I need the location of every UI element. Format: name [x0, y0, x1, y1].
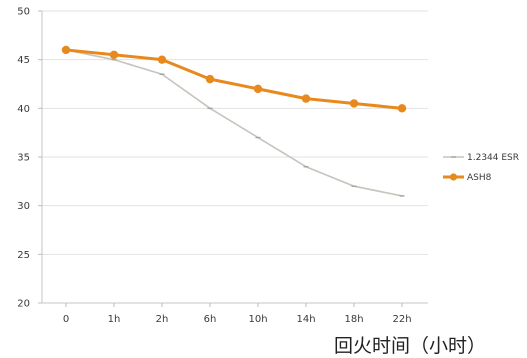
y-tick-label: 45 [17, 55, 30, 66]
x-tick-label: 2h [156, 314, 169, 325]
legend-label: ASH8 [467, 173, 492, 183]
data-point [397, 104, 407, 113]
legend-label: 1.2344 ESR [467, 153, 519, 163]
gridlines [42, 10, 428, 304]
data-point [349, 99, 359, 108]
series-line [65, 49, 403, 197]
legend-item: 1.2344 ESR [443, 153, 519, 163]
series-lines [61, 45, 407, 197]
data-point [253, 84, 263, 94]
legend: 1.2344 ESR ASH8 [443, 153, 519, 183]
axes [38, 10, 428, 307]
legend-marker [449, 173, 458, 181]
x-tick-label: 10h [248, 314, 267, 325]
data-point [109, 50, 119, 59]
y-tick-label: 35 [17, 153, 30, 164]
x-tick-label: 22h [392, 314, 411, 325]
data-point [301, 94, 311, 103]
data-point [205, 74, 215, 84]
y-tick-label: 40 [17, 104, 30, 115]
x-tick-label: 6h [204, 314, 217, 325]
x-tick-label: 1h [108, 314, 121, 325]
tick-labels: 20 25 30 35 40 45 50 0 1h 2h 6h 10h 14h 18h 22h [17, 7, 411, 326]
y-tick-label: 25 [17, 250, 30, 261]
y-tick-label: 20 [17, 299, 30, 310]
series-line [64, 48, 404, 110]
x-axis-title: 回火时间（小时） [334, 335, 486, 357]
x-tick-label: 14h [296, 314, 315, 325]
x-tick-label: 0 [63, 314, 69, 325]
x-tick-label: 18h [344, 314, 363, 325]
data-point [61, 45, 71, 55]
legend-item: ASH8 [443, 173, 492, 183]
y-tick-label: 50 [17, 7, 30, 18]
y-tick-label: 30 [17, 201, 30, 212]
series-ash8 [61, 45, 407, 113]
series-1-2344-esr [63, 49, 405, 197]
data-point [157, 55, 167, 64]
